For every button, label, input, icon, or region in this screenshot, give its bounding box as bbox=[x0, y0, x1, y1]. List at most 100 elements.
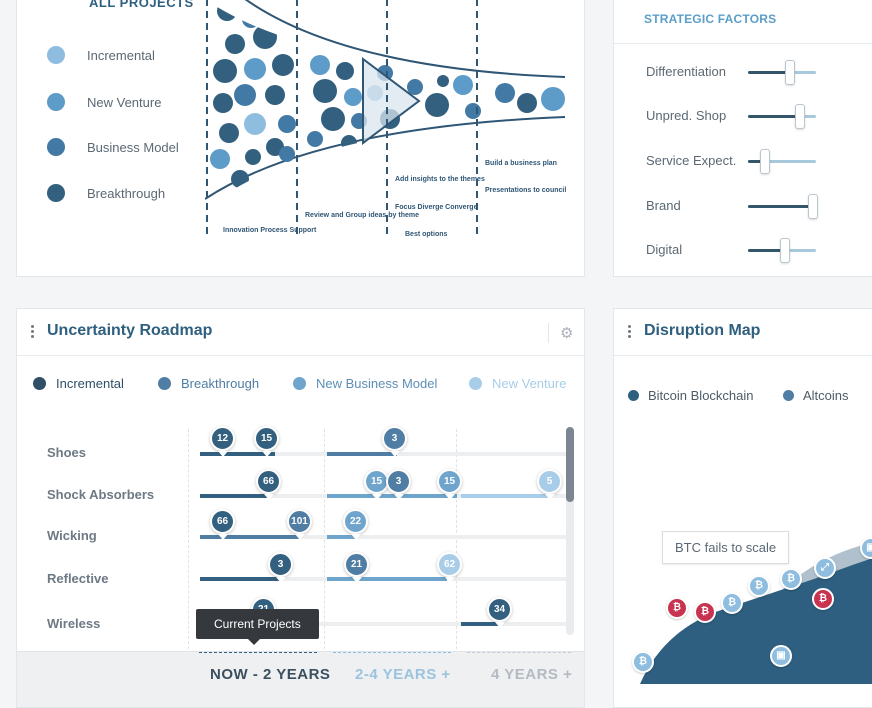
project-pin[interactable]: 12 bbox=[210, 426, 235, 457]
funnel-arrow bbox=[362, 57, 421, 145]
legend-incremental[interactable]: Incremental bbox=[33, 376, 124, 391]
bitcoin-coin-icon[interactable]: ₿ bbox=[812, 588, 834, 610]
disruption-area-chart bbox=[640, 542, 872, 684]
roadmap-bar[interactable] bbox=[200, 535, 300, 539]
slider-label: Digital bbox=[646, 242, 683, 257]
legend-label: New Venture bbox=[87, 94, 162, 110]
legend-bitcoin-blockchain[interactable]: Bitcoin Blockchain bbox=[628, 388, 754, 403]
divider bbox=[614, 43, 872, 44]
slider-track[interactable] bbox=[748, 238, 816, 263]
timeline-footer: NOW - 2 YEARS 2-4 YEARS + 4 YEARS + bbox=[17, 651, 584, 707]
breakthrough-dot bbox=[47, 184, 65, 202]
drag-handle-icon[interactable] bbox=[628, 325, 631, 340]
legend-label: New Venture bbox=[492, 376, 567, 391]
roadmap-bar[interactable] bbox=[327, 452, 397, 456]
slider-row[interactable]: Differentiation bbox=[646, 60, 866, 85]
legend-label: Bitcoin Blockchain bbox=[648, 388, 754, 403]
bitcoin-coin-icon[interactable]: ₿ bbox=[780, 568, 802, 590]
slider-track[interactable] bbox=[748, 104, 816, 129]
legend-business-model[interactable]: Business Model bbox=[47, 138, 179, 156]
project-pin[interactable]: 22 bbox=[343, 509, 368, 540]
timeline-range bbox=[333, 652, 451, 653]
legend-new-venture[interactable]: New Venture bbox=[469, 376, 566, 391]
slider-label: Brand bbox=[646, 198, 681, 213]
bitcoin-coin-icon[interactable]: ₿ bbox=[721, 592, 743, 614]
legend-breakthrough[interactable]: Breakthrough bbox=[158, 376, 259, 391]
project-pin[interactable]: 3 bbox=[268, 552, 293, 583]
drag-handle-icon[interactable] bbox=[31, 325, 34, 340]
project-pin[interactable]: 3 bbox=[382, 426, 407, 457]
row-track bbox=[200, 535, 572, 539]
project-pin[interactable]: 15 bbox=[254, 426, 279, 457]
vertical-scrollbar[interactable] bbox=[566, 427, 574, 635]
roadmap-bar[interactable] bbox=[327, 577, 447, 581]
legend-new-business-model[interactable]: New Business Model bbox=[293, 376, 437, 391]
slider-track[interactable] bbox=[748, 149, 816, 174]
slider-track[interactable] bbox=[748, 60, 816, 85]
slider-row[interactable]: Digital bbox=[646, 238, 866, 263]
legend-breakthrough[interactable]: Breakthrough bbox=[47, 184, 165, 202]
legend-label: Breakthrough bbox=[181, 376, 260, 391]
roadmap-bar[interactable] bbox=[327, 535, 355, 539]
project-pin[interactable]: 21 bbox=[344, 552, 369, 583]
project-pin[interactable]: 5 bbox=[537, 469, 562, 500]
slider-label: Service Expect. bbox=[646, 153, 737, 168]
roadmap-bar[interactable] bbox=[200, 452, 275, 456]
strategic-factors-card: STRATEGIC FACTORS Differentiation Unpred.… bbox=[613, 0, 872, 277]
roadmap-bar[interactable] bbox=[461, 622, 499, 626]
project-pin[interactable]: 3 bbox=[386, 469, 411, 500]
legend-label: New Business Model bbox=[316, 376, 438, 391]
period-4-years[interactable]: 4 YEARS + bbox=[491, 666, 573, 683]
slider-row[interactable]: Brand bbox=[646, 194, 866, 219]
roadmap-bar[interactable] bbox=[200, 494, 270, 498]
bitcoin-coin-icon[interactable]: ₿ bbox=[666, 597, 688, 619]
note-col3b: Focus Diverge Converge bbox=[395, 204, 478, 211]
note-col3c: Best options bbox=[405, 231, 447, 238]
funnel-top-curve bbox=[244, 0, 566, 78]
slider-fill bbox=[748, 71, 791, 74]
roadmap-bar[interactable] bbox=[200, 577, 280, 581]
legend-new-venture[interactable]: New Venture bbox=[47, 93, 161, 111]
legend-altcoins[interactable]: Altcoins bbox=[783, 388, 849, 403]
timeline-range bbox=[467, 652, 571, 653]
roadmap-bar[interactable] bbox=[461, 494, 551, 498]
note-col4a: Build a business plan bbox=[485, 160, 557, 167]
share-node-icon[interactable]: ⤢ bbox=[814, 557, 836, 579]
bitcoin-coin-icon[interactable]: ₿ bbox=[694, 601, 716, 623]
project-pin[interactable]: 101 bbox=[287, 509, 312, 540]
bitcoin-coin-icon[interactable]: ₿ bbox=[748, 575, 770, 597]
roadmap-bar[interactable] bbox=[327, 494, 457, 498]
scrollbar-thumb[interactable] bbox=[566, 427, 574, 502]
project-pin[interactable]: 34 bbox=[487, 597, 512, 628]
slider-thumb[interactable] bbox=[780, 238, 791, 263]
cash-icon[interactable]: ▣ bbox=[860, 537, 872, 559]
slider-row[interactable]: Service Expect. bbox=[646, 149, 866, 174]
legend-incremental[interactable]: Incremental bbox=[47, 46, 155, 64]
slider-fill bbox=[748, 249, 786, 252]
slider-thumb[interactable] bbox=[807, 194, 818, 219]
legend-label: Incremental bbox=[56, 376, 124, 391]
period-now-2-years[interactable]: NOW - 2 YEARS bbox=[210, 666, 331, 683]
btc-fails-callout: BTC fails to scale bbox=[662, 531, 790, 564]
slider-thumb[interactable] bbox=[760, 149, 770, 174]
slider-thumb[interactable] bbox=[785, 60, 796, 85]
slider-row[interactable]: Unpred. Shop bbox=[646, 104, 866, 129]
all-projects-title: ALL PROJECTS bbox=[89, 0, 194, 10]
gear-icon[interactable]: ⚙ bbox=[560, 325, 574, 342]
project-pin[interactable]: 66 bbox=[210, 509, 235, 540]
bitcoin-coin-icon[interactable]: ₿ bbox=[632, 651, 654, 673]
note-col2: Review and Group ideas by theme bbox=[305, 212, 419, 219]
row-label-wireless: Wireless bbox=[47, 616, 101, 631]
project-pin[interactable]: 66 bbox=[256, 469, 281, 500]
period-2-4-years[interactable]: 2-4 YEARS + bbox=[355, 666, 451, 683]
cash-icon[interactable]: ▣ bbox=[770, 645, 792, 667]
slider-track[interactable] bbox=[748, 194, 818, 219]
slider-thumb[interactable] bbox=[794, 104, 805, 129]
legend-label: Breakthrough bbox=[87, 185, 166, 201]
project-pin[interactable]: 15 bbox=[437, 469, 462, 500]
all-projects-card: ALL PROJECTS Incremental New Venture Bus… bbox=[16, 0, 585, 277]
business-model-dot bbox=[47, 138, 65, 156]
slider-label: Differentiation bbox=[646, 64, 726, 79]
project-pin[interactable]: 62 bbox=[437, 552, 462, 583]
disruption-map-card: Disruption Map Bitcoin Blockchain Altcoi… bbox=[613, 308, 872, 708]
